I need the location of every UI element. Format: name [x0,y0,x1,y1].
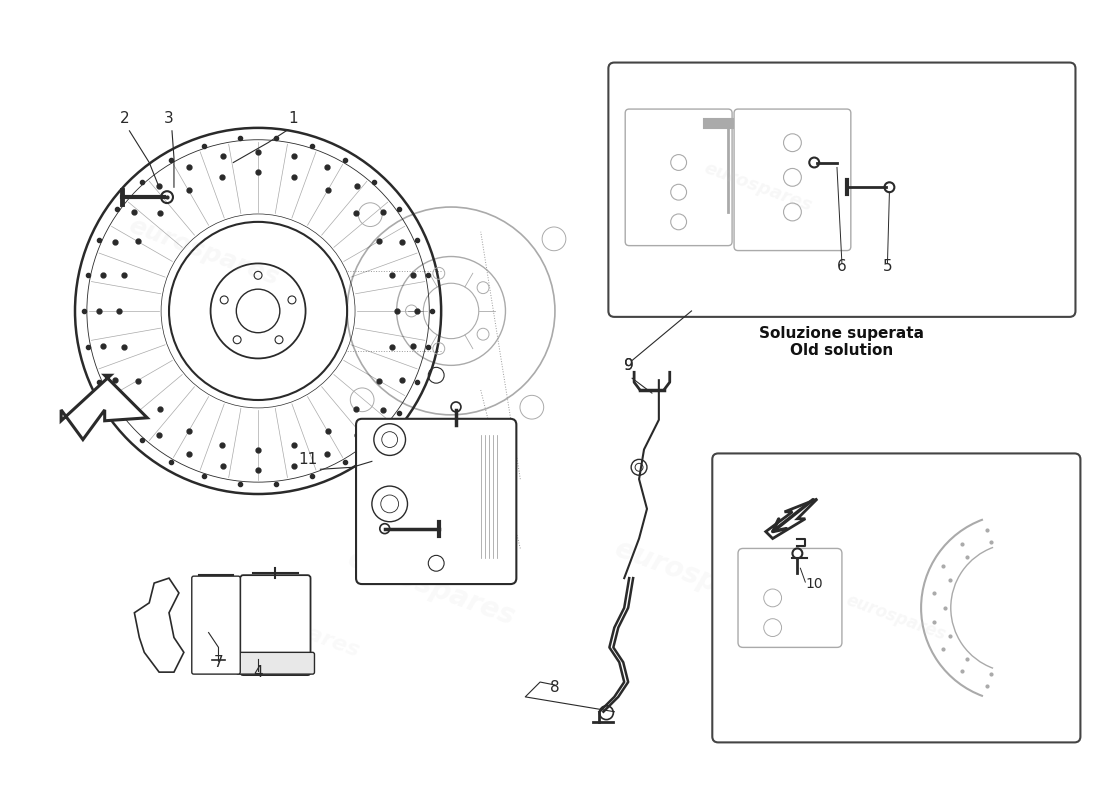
Text: 4: 4 [253,665,263,680]
Text: eurospares: eurospares [844,591,949,644]
FancyBboxPatch shape [236,652,315,674]
Text: 2: 2 [120,111,130,126]
Text: 8: 8 [550,680,560,695]
Text: 11: 11 [298,452,317,467]
FancyBboxPatch shape [240,575,310,675]
Text: 5: 5 [882,259,892,274]
Text: 1: 1 [288,111,297,126]
Text: 6: 6 [837,259,847,274]
FancyBboxPatch shape [608,62,1076,317]
FancyBboxPatch shape [191,576,240,674]
Polygon shape [62,375,147,439]
Text: 3: 3 [164,111,174,126]
Text: eurospares: eurospares [125,214,282,290]
FancyBboxPatch shape [713,454,1080,742]
Text: Soluzione superata
Old solution: Soluzione superata Old solution [759,326,924,358]
Text: 10: 10 [805,577,823,591]
Text: eurospares: eurospares [223,594,362,661]
Text: eurospares: eurospares [701,159,814,215]
Polygon shape [766,499,817,538]
FancyBboxPatch shape [738,549,842,647]
Text: 7: 7 [213,655,223,670]
FancyBboxPatch shape [734,109,850,250]
Text: eurospares: eurospares [344,545,518,631]
Text: 9: 9 [625,358,634,374]
FancyBboxPatch shape [625,109,733,246]
Text: eurospares: eurospares [612,535,785,622]
Text: 9: 9 [625,358,634,374]
FancyBboxPatch shape [356,419,516,584]
